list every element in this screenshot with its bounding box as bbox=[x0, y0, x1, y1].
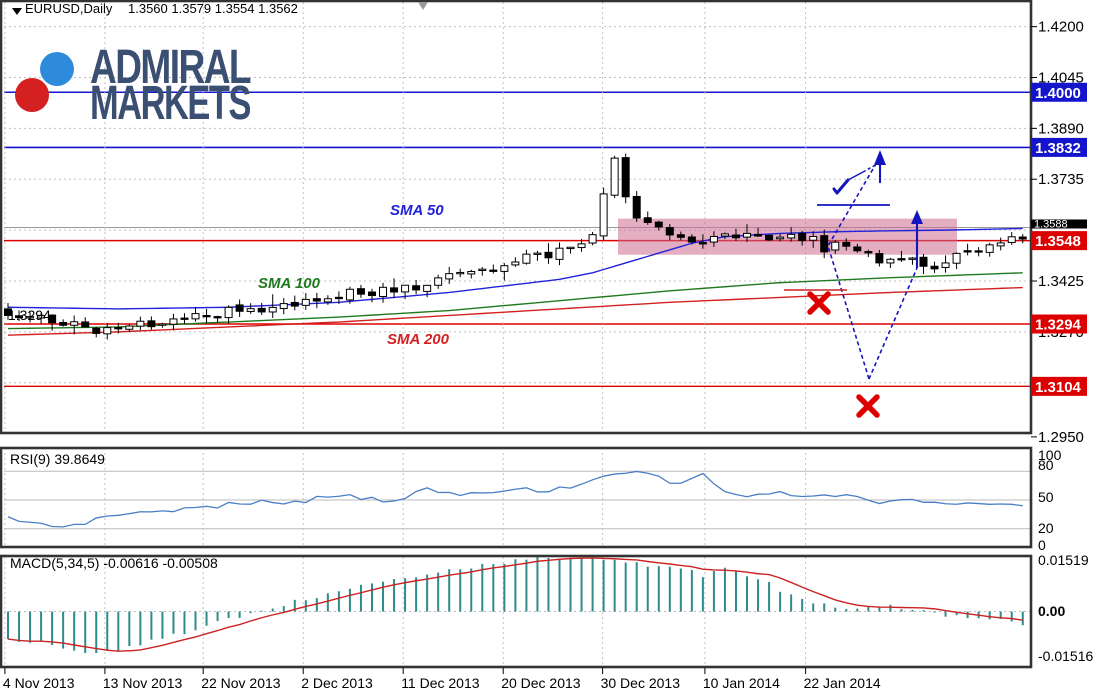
svg-text:RSI(9) 39.8649: RSI(9) 39.8649 bbox=[10, 451, 105, 467]
svg-text:SMA 200: SMA 200 bbox=[387, 331, 450, 348]
svg-text:30 Dec 2013: 30 Dec 2013 bbox=[601, 675, 681, 691]
svg-text:-0.01516: -0.01516 bbox=[1038, 648, 1093, 664]
svg-text:2 Dec 2013: 2 Dec 2013 bbox=[301, 675, 373, 691]
svg-text:SMA 50: SMA 50 bbox=[390, 202, 444, 219]
svg-text:1.3890: 1.3890 bbox=[1038, 120, 1084, 137]
svg-text:1.3104: 1.3104 bbox=[1035, 379, 1082, 396]
svg-text:1.3560 1.3579 1.3554 1.3562: 1.3560 1.3579 1.3554 1.3562 bbox=[128, 1, 298, 16]
svg-text:1.3294: 1.3294 bbox=[8, 307, 51, 323]
svg-text:50: 50 bbox=[1038, 489, 1054, 505]
svg-text:0.01519: 0.01519 bbox=[1038, 552, 1089, 568]
svg-text:1.4000: 1.4000 bbox=[1035, 85, 1081, 102]
svg-text:11 Dec 2013: 11 Dec 2013 bbox=[401, 675, 480, 691]
svg-text:MACD(5,34,5) -0.00616 -0.00508: MACD(5,34,5) -0.00616 -0.00508 bbox=[10, 555, 218, 571]
svg-text:1.3735: 1.3735 bbox=[1038, 171, 1084, 188]
svg-text:1.2950: 1.2950 bbox=[1038, 429, 1084, 446]
svg-text:SMA 100: SMA 100 bbox=[258, 275, 321, 292]
svg-text:1.3588: 1.3588 bbox=[1034, 218, 1068, 230]
svg-text:1.3425: 1.3425 bbox=[1038, 273, 1084, 290]
svg-text:20 Dec 2013: 20 Dec 2013 bbox=[501, 675, 581, 691]
svg-text:10 Jan 2014: 10 Jan 2014 bbox=[703, 675, 780, 691]
svg-text:1.3548: 1.3548 bbox=[1035, 233, 1081, 250]
svg-text:0: 0 bbox=[1038, 537, 1046, 553]
svg-text:4 Nov 2013: 4 Nov 2013 bbox=[3, 675, 75, 691]
svg-text:0.00: 0.00 bbox=[1038, 603, 1065, 619]
svg-text:EURUSD,Daily: EURUSD,Daily bbox=[25, 1, 113, 16]
svg-text:1.3832: 1.3832 bbox=[1035, 140, 1081, 157]
svg-text:1.4200: 1.4200 bbox=[1038, 19, 1084, 36]
svg-text:20: 20 bbox=[1038, 520, 1054, 536]
svg-text:22 Nov 2013: 22 Nov 2013 bbox=[201, 675, 281, 691]
svg-text:13 Nov 2013: 13 Nov 2013 bbox=[103, 675, 183, 691]
svg-text:MARKETS: MARKETS bbox=[90, 77, 251, 130]
svg-text:1.3294: 1.3294 bbox=[1035, 316, 1082, 333]
svg-text:80: 80 bbox=[1038, 457, 1054, 473]
svg-text:22 Jan 2014: 22 Jan 2014 bbox=[804, 675, 881, 691]
